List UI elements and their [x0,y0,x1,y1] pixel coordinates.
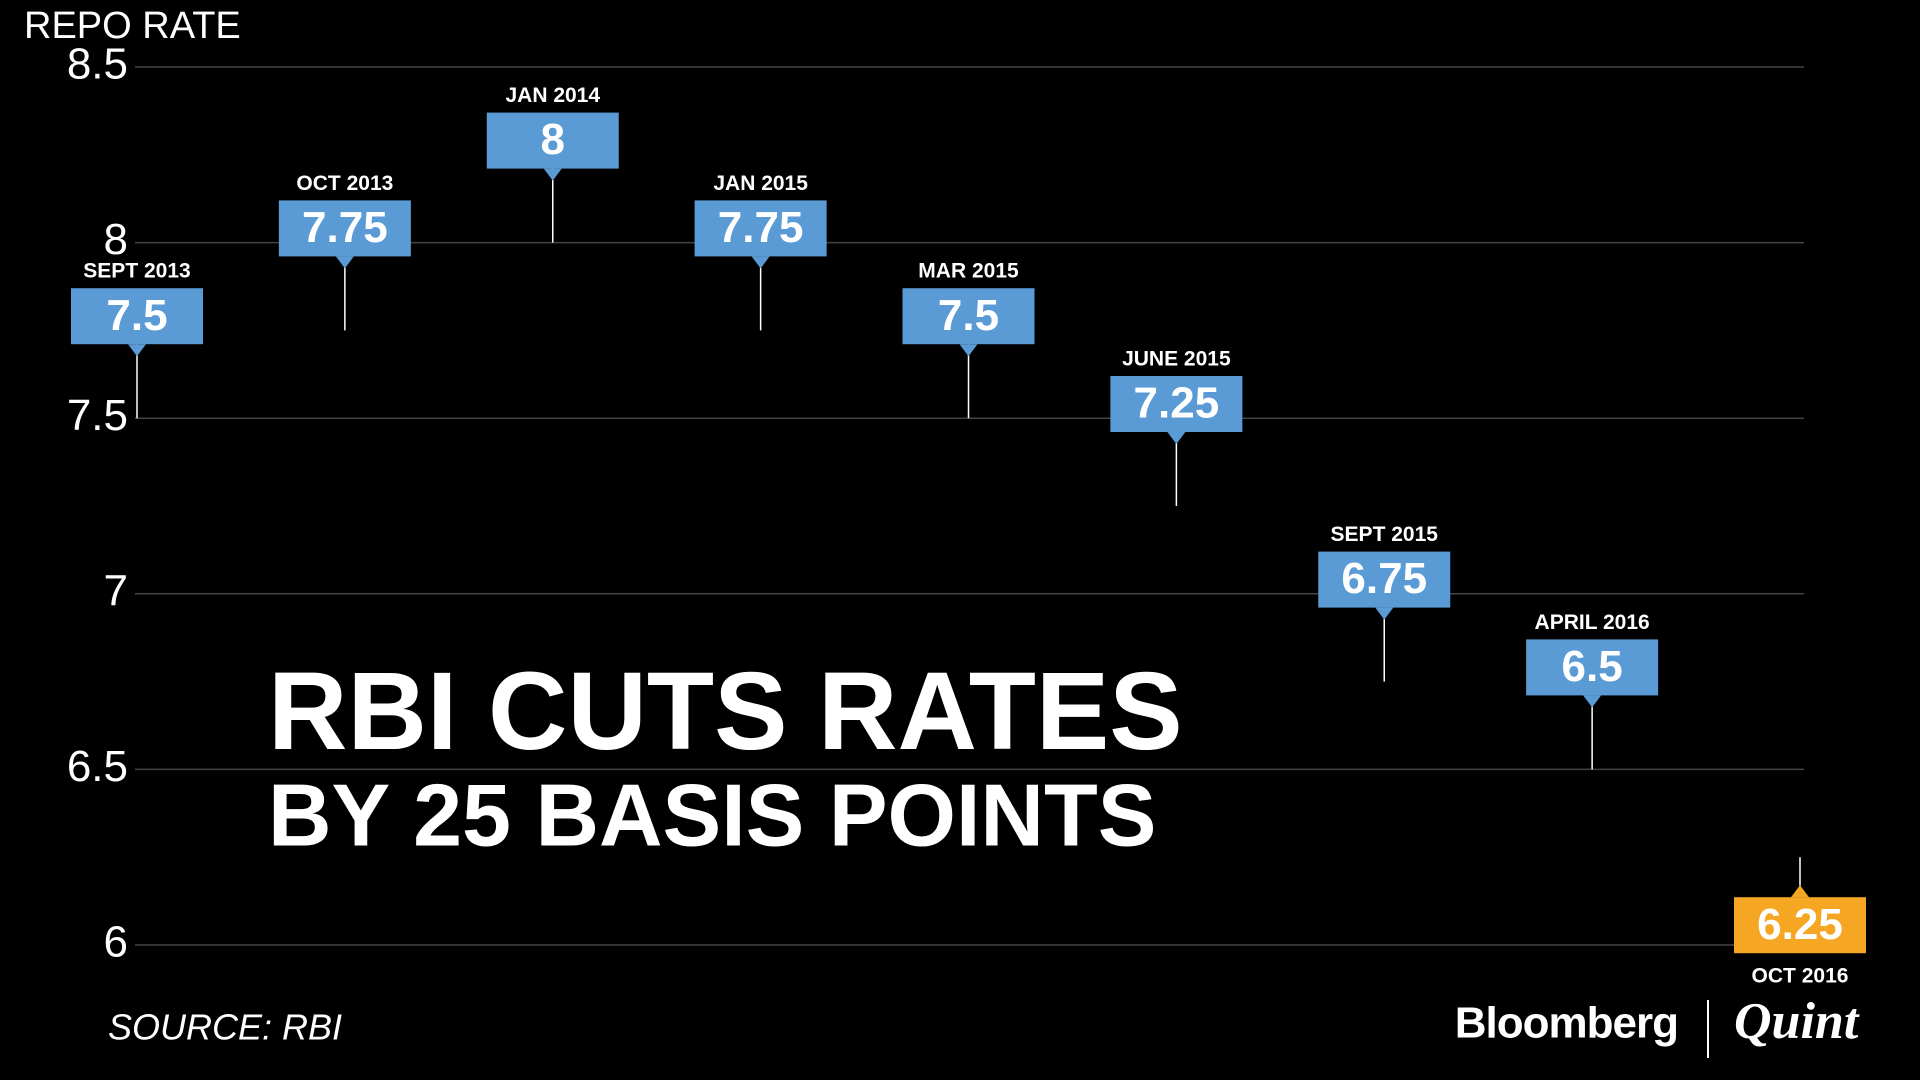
callout-pointer [959,344,978,357]
date-label: JAN 2015 [713,172,808,195]
y-tick-label: 8 [104,215,128,264]
callout-box [1318,551,1451,608]
date-label: JAN 2014 [505,84,600,107]
callout-box [71,288,203,345]
callout-box [902,288,1035,345]
source: SOURCE: RBI [108,1007,342,1048]
value-label: 6.5 [1562,642,1623,691]
callout-pointer [751,256,770,269]
callout-box [1734,897,1866,954]
callout-pointer [1375,607,1394,620]
value-label: 7.5 [106,291,167,340]
date-label: OCT 2013 [296,172,393,195]
y-tick-label: 7.5 [67,391,128,440]
value-label: 7.75 [302,203,388,252]
date-label: OCT 2016 [1752,965,1849,988]
y-tick-label: 8.5 [67,40,128,89]
y-tick-label: 7 [104,566,128,615]
date-label: JUNE 2015 [1122,348,1231,371]
value-label: 8 [541,115,565,164]
y-axis-label: REPO RATE [24,5,241,47]
callout-pointer [128,344,146,357]
callout-box [694,200,827,257]
date-label: APRIL 2016 [1535,611,1650,634]
date-label: SEPT 2015 [1331,523,1439,546]
callout-pointer [1791,885,1809,898]
callout-pointer [335,256,354,269]
value-label: 6.25 [1757,900,1843,949]
y-tick-label: 6 [104,918,128,967]
brand-quint: Quint [1734,993,1860,1050]
grid: 6 6.5 7 7.5 8 8.5 [67,40,1804,967]
value-label: 7.5 [938,291,999,340]
callout-box [278,200,411,257]
brand-bloomberg: Bloomberg [1455,999,1678,1048]
subheadline: BY 25 BASIS POINTS [268,765,1156,864]
headline: RBI CUTS RATES [268,650,1183,773]
value-label: 6.75 [1341,554,1427,603]
callout-pointer [1167,432,1186,444]
date-label: SEPT 2013 [83,260,190,283]
value-label: 7.25 [1134,379,1220,428]
callout-pointer [1583,695,1602,708]
y-tick-label: 6.5 [67,742,128,791]
callout-box [1526,639,1659,696]
callout-box [486,112,619,169]
plot: 7.5 SEPT 2013 7.75 OCT 2013 8 JAN 2014 7.75 JAN… [71,84,1866,988]
value-label: 7.75 [718,203,804,252]
date-label: MAR 2015 [918,260,1019,283]
callout-pointer [543,168,562,181]
callout-box [1110,376,1243,432]
